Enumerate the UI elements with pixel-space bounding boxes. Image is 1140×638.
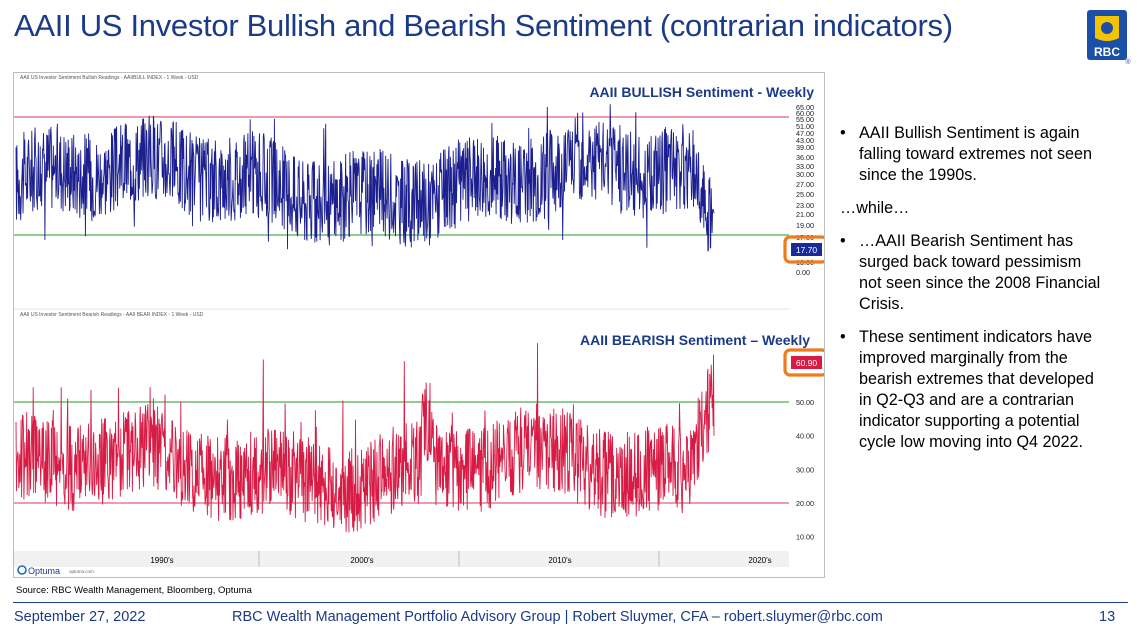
bullet-item: • These sentiment indicators have improve… <box>840 328 1094 451</box>
bullish-y-tick: 55.00 <box>796 115 814 124</box>
bearish-last-value: 60.90 <box>783 348 824 377</box>
slide-title: AAII US Investor Bullish and Bearish Sen… <box>14 8 953 43</box>
while-text: …while… <box>840 199 910 217</box>
bearish-panel: AAII US Investor Sentiment Bearish Readi… <box>20 312 810 348</box>
chart-source: Source: RBC Wealth Management, Bloomberg… <box>16 585 252 596</box>
rbc-logo: RBC ® <box>1085 8 1131 66</box>
commentary: • AAII Bullish Sentiment is again falling… <box>838 123 1108 465</box>
bullish-title: AAII BULLISH Sentiment - Weekly <box>589 84 814 100</box>
bearish-y-tick: 20.00 <box>796 499 814 508</box>
x-label-2010s: 2010's <box>548 556 571 565</box>
footer-page-number: 13 <box>1099 609 1116 625</box>
bearish-y-tick: 40.00 <box>796 432 814 441</box>
logo-registered: ® <box>1125 58 1131 66</box>
bullish-last-value: 17.70 <box>783 235 824 264</box>
bullish-y-tick: 51.00 <box>796 122 814 131</box>
bullish-y-tick: 23.00 <box>796 201 814 210</box>
bearish-last-value-text: 60.90 <box>796 358 818 368</box>
bullish-last-value-text: 17.70 <box>796 245 818 255</box>
optuma-name: Optuma <box>28 566 60 576</box>
bearish-y-tick: 10.00 <box>796 533 814 542</box>
x-axis-band <box>14 551 789 567</box>
bullish-y-tick: 33.00 <box>796 162 814 171</box>
bullish-y-tick: 19.00 <box>796 221 814 230</box>
bullish-y-tick: 30.00 <box>796 170 814 179</box>
bullish-y-tick: 43.00 <box>796 136 814 145</box>
logo-text: RBC <box>1094 45 1120 59</box>
footer-attribution: RBC Wealth Management Portfolio Advisory… <box>232 609 883 625</box>
bullish-series-line <box>15 104 715 252</box>
bearish-y-tick: 30.00 <box>796 465 814 474</box>
bearish-subtitle: AAII US Investor Sentiment Bearish Readi… <box>20 312 204 318</box>
bearish-last-value-box <box>791 356 822 369</box>
bullish-y-tick: 21.00 <box>796 210 814 219</box>
bullish-y-tick: 36.00 <box>796 153 814 162</box>
x-label-2020s: 2020's <box>748 556 771 565</box>
bullish-y-tick: 39.00 <box>796 143 814 152</box>
bullish-panel: AAII US Investor Sentiment Bullish Readi… <box>20 75 814 100</box>
bullish-last-value-box <box>791 243 822 256</box>
bullish-y-tick: 47.00 <box>796 129 814 138</box>
x-label-2000s: 2000's <box>350 556 373 565</box>
bearish-y-tick: 50.00 <box>796 398 814 407</box>
bullet-item: • …AAII Bearish Sentiment has surged back… <box>840 232 1101 313</box>
optuma-logo: Optuma optuma.com <box>17 565 94 576</box>
bullish-y-tick: 25.00 <box>796 190 814 199</box>
bearish-highlight-ring <box>783 348 824 377</box>
bullet-item: • AAII Bullish Sentiment is again falling… <box>840 124 1093 184</box>
optuma-url: optuma.com <box>69 569 94 574</box>
bullish-y-tick: 0.00 <box>796 268 810 277</box>
footer-date: September 27, 2022 <box>14 609 146 625</box>
sentiment-chart: AAII US Investor Sentiment Bullish Readi… <box>14 75 824 576</box>
bearish-series-line <box>15 343 715 533</box>
x-label-1990s: 1990's <box>150 556 173 565</box>
bullish-y-tick: 27.00 <box>796 180 814 189</box>
bearish-title: AAII BEARISH Sentiment – Weekly <box>580 332 810 348</box>
bullish-subtitle: AAII US Investor Sentiment Bullish Readi… <box>20 75 199 81</box>
bullish-highlight-ring <box>783 235 824 264</box>
bullish-y-tick: 65.00 <box>796 103 814 112</box>
sentiment-chart-frame: AAII US Investor Sentiment Bullish Readi… <box>13 72 825 578</box>
footer-divider <box>13 602 1128 603</box>
bullish-y-tick: 60.00 <box>796 109 814 118</box>
